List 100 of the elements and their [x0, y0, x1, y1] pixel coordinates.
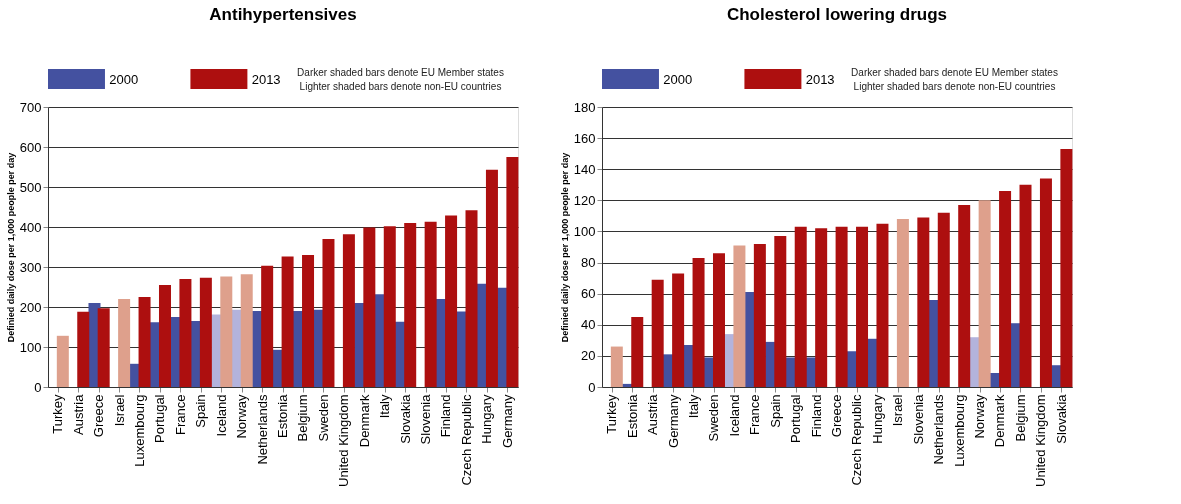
x-tick-label: Slovenia: [910, 393, 926, 445]
x-tick-label: Greece: [91, 394, 107, 438]
x-tick-label: Germany: [665, 394, 681, 448]
bar: [1019, 184, 1032, 387]
bar: [445, 215, 458, 387]
y-tick-label: 60: [581, 286, 596, 302]
bar: [672, 273, 685, 387]
bar: [383, 226, 396, 387]
y-axis-title: Definied daily dose per 1,000 people per day: [5, 152, 16, 343]
y-tick-label: 600: [19, 139, 42, 155]
x-tick-label: Portugal: [152, 394, 168, 443]
x-tick-label: Belgium: [1012, 394, 1028, 442]
x-tick-label: Austria: [70, 393, 86, 435]
x-tick-label: Sweden: [315, 394, 331, 442]
x-tick-label: Slovenia: [418, 393, 434, 445]
bar: [199, 277, 212, 387]
bar: [958, 205, 971, 387]
y-tick-label: 80: [581, 255, 596, 271]
x-tick-label: France: [172, 394, 188, 435]
x-tick-label: Greece: [829, 394, 844, 438]
x-tick-label: Finland: [808, 394, 824, 438]
bar: [651, 279, 664, 387]
x-tick-label: Slovakia: [397, 393, 413, 444]
bar: [876, 223, 889, 387]
bar: [363, 227, 376, 387]
bar: [220, 276, 233, 387]
chart-title: Antihypertensives: [209, 5, 357, 24]
bar: [815, 228, 828, 387]
y-tick-label: 40: [581, 317, 596, 333]
x-tick-label: Turkey: [50, 394, 66, 434]
bar: [917, 217, 930, 387]
bar: [179, 279, 192, 387]
y-tick-label: 0: [34, 379, 42, 395]
bar: [896, 219, 909, 387]
y-tick-label: 180: [573, 99, 596, 115]
bar: [322, 239, 335, 387]
x-tick-label: Hungary: [869, 394, 885, 444]
text: Darker shaded bars denote EU Member states: [297, 67, 504, 78]
x-tick-label: Luxembourg: [131, 394, 147, 467]
x-tick-label: Denmark: [992, 394, 1008, 448]
x-tick-label: Estonia: [624, 393, 640, 438]
x-tick-label: Spain: [767, 394, 783, 428]
bar: [856, 226, 869, 387]
x-tick-label: Czech Republic: [458, 394, 474, 486]
x-tick-label: Czech Republic: [849, 394, 865, 486]
bar: [240, 274, 253, 387]
bar: [692, 257, 705, 387]
x-tick-label: Turkey: [604, 394, 620, 434]
bar: [1039, 178, 1052, 387]
bar: [978, 200, 991, 387]
bar: [97, 308, 110, 387]
bar: [835, 226, 848, 387]
x-tick-label: United Kingdom: [1033, 394, 1049, 487]
bar: [610, 346, 623, 387]
x-tick-label: Iceland: [726, 394, 742, 437]
x-tick-label: Israel: [890, 394, 906, 427]
x-tick-label: Netherlands: [254, 394, 270, 465]
x-tick-label: Iceland: [213, 394, 229, 437]
y-tick-label: 0: [588, 379, 596, 395]
bar: [1060, 149, 1073, 387]
bar: [999, 191, 1012, 387]
x-tick-label: Finland: [438, 394, 454, 438]
bar: [485, 169, 498, 387]
x-tick-label: Hungary: [479, 394, 495, 444]
x-tick-label: Slovakia: [1053, 393, 1069, 444]
bar: [342, 234, 355, 387]
text: Lighter shaded bars denote non-EU countries: [299, 81, 502, 92]
y-axis-title: Definied daily dose per 1,000 people per day: [559, 152, 570, 343]
x-tick-label: Norway: [234, 394, 250, 439]
text: Lighter shaded bars denote non-EU countries: [853, 81, 1056, 92]
x-tick-label: France: [747, 394, 763, 435]
bar: [424, 221, 437, 387]
bar: [465, 210, 478, 387]
x-tick-label: Denmark: [356, 394, 372, 448]
bar: [56, 335, 69, 387]
bar: [302, 255, 315, 387]
y-tick-label: 700: [19, 99, 42, 115]
bar: [753, 243, 766, 387]
x-tick-label: Luxembourg: [951, 394, 967, 467]
x-tick-label: Israel: [111, 394, 127, 427]
legend-label: 2013: [251, 72, 281, 87]
y-tick-label: 100: [573, 223, 596, 239]
bar: [158, 285, 171, 387]
chart-title: Cholesterol lowering drugs: [726, 5, 948, 24]
y-tick-label: 200: [19, 299, 42, 315]
bar: [774, 236, 787, 387]
x-tick-label: United Kingdom: [336, 394, 352, 487]
bar: [261, 265, 274, 387]
bar: [733, 245, 746, 387]
x-tick-label: Estonia: [275, 393, 290, 438]
legend-label: 2000: [109, 72, 139, 87]
x-tick-label: Germany: [499, 394, 515, 448]
bar: [281, 256, 294, 387]
y-tick-label: 160: [573, 130, 596, 146]
x-tick-label: Norway: [972, 394, 988, 439]
bar: [631, 317, 644, 387]
y-tick-label: 140: [573, 161, 596, 177]
bar: [77, 311, 90, 387]
y-tick-label: 300: [19, 259, 42, 275]
x-tick-label: Austria: [645, 393, 661, 435]
